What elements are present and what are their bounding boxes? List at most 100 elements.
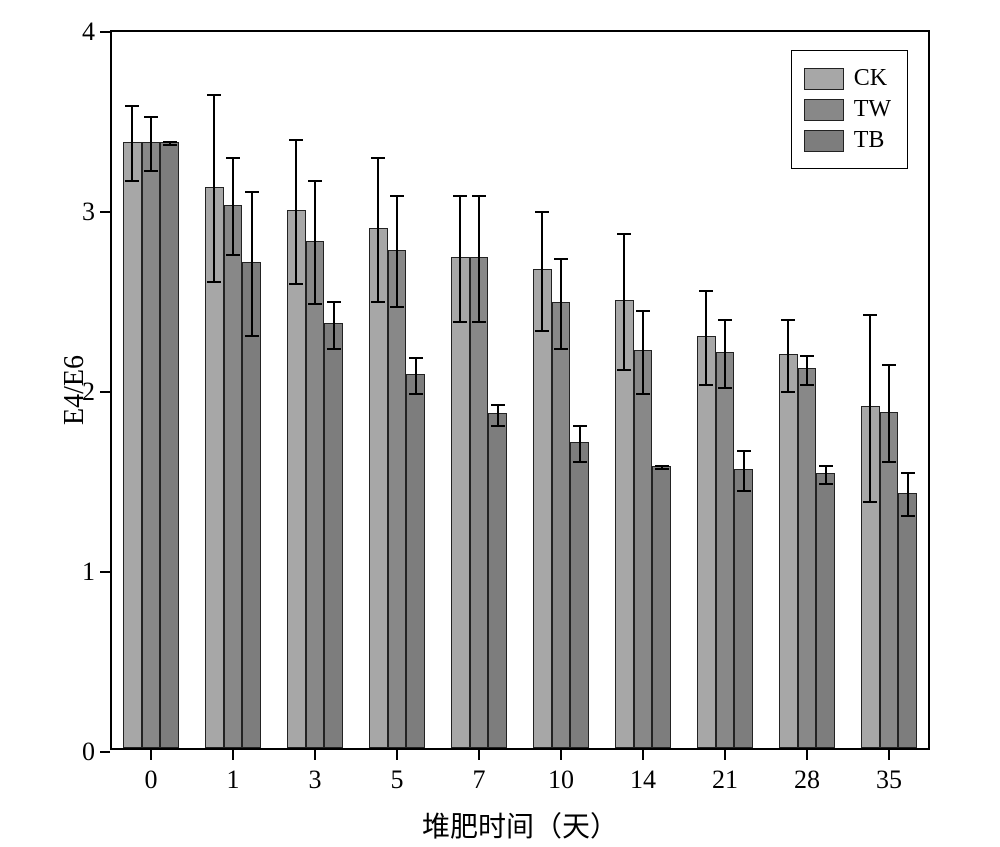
x-tick	[150, 750, 152, 760]
error-bar	[825, 466, 827, 484]
error-cap	[718, 387, 732, 389]
error-bar	[497, 405, 499, 427]
x-tick	[478, 750, 480, 760]
x-tick-label: 28	[794, 765, 820, 795]
error-cap	[125, 105, 139, 107]
bar-TW	[798, 368, 817, 748]
error-cap	[535, 330, 549, 332]
x-tick-label: 5	[391, 765, 404, 795]
bar-CK	[451, 257, 470, 748]
error-cap	[617, 233, 631, 235]
error-bar	[213, 95, 215, 282]
bar-TB	[652, 466, 671, 748]
y-tick-label: 0	[82, 737, 95, 767]
bar-TB	[570, 442, 589, 748]
error-cap	[453, 195, 467, 197]
error-cap	[453, 321, 467, 323]
error-cap	[819, 483, 833, 485]
error-cap	[390, 195, 404, 197]
x-tick	[642, 750, 644, 760]
error-cap	[863, 314, 877, 316]
x-tick-label: 21	[712, 765, 738, 795]
x-tick-label: 10	[548, 765, 574, 795]
error-cap	[491, 425, 505, 427]
error-cap	[289, 139, 303, 141]
bar-CK	[697, 336, 716, 748]
error-cap	[901, 515, 915, 517]
error-cap	[327, 301, 341, 303]
error-cap	[245, 191, 259, 193]
bar-TB	[898, 493, 917, 748]
legend-item: TW	[804, 96, 891, 123]
bar-TW	[470, 257, 489, 748]
y-tick-label: 1	[82, 557, 95, 587]
y-tick-label: 4	[82, 17, 95, 47]
error-cap	[863, 501, 877, 503]
error-cap	[699, 384, 713, 386]
bar-CK	[533, 269, 552, 748]
x-tick-label: 14	[630, 765, 656, 795]
error-cap	[144, 170, 158, 172]
error-cap	[636, 310, 650, 312]
y-tick	[100, 751, 110, 753]
bar-TW	[716, 352, 735, 748]
error-cap	[163, 141, 177, 143]
x-tick	[560, 750, 562, 760]
error-cap	[882, 461, 896, 463]
error-bar	[869, 315, 871, 502]
error-cap	[409, 357, 423, 359]
x-tick-label: 1	[227, 765, 240, 795]
error-cap	[207, 94, 221, 96]
legend-swatch	[804, 130, 844, 152]
bar-TB	[488, 413, 507, 748]
x-tick	[314, 750, 316, 760]
x-tick-label: 35	[876, 765, 902, 795]
bar-TW	[224, 205, 243, 748]
legend-swatch	[804, 68, 844, 90]
error-cap	[655, 465, 669, 467]
error-cap	[125, 180, 139, 182]
x-axis-title: 堆肥时间（天）	[422, 805, 618, 845]
legend-label: CK	[854, 65, 887, 92]
error-bar	[705, 291, 707, 385]
error-bar	[743, 451, 745, 491]
error-cap	[327, 348, 341, 350]
bar-CK	[123, 142, 142, 748]
error-bar	[724, 320, 726, 388]
error-cap	[699, 290, 713, 292]
legend-item: TB	[804, 127, 891, 154]
plot-frame: 01234013571014212835CKTWTB	[110, 30, 930, 750]
error-bar	[377, 158, 379, 302]
legend-label: TW	[854, 96, 891, 123]
error-cap	[781, 391, 795, 393]
error-cap	[737, 450, 751, 452]
error-bar	[459, 196, 461, 322]
error-cap	[819, 465, 833, 467]
bar-TB	[406, 374, 425, 748]
error-cap	[163, 144, 177, 146]
error-cap	[144, 116, 158, 118]
legend-label: TB	[854, 127, 885, 154]
error-bar	[150, 117, 152, 171]
bar-TB	[324, 323, 343, 748]
x-tick	[724, 750, 726, 760]
x-tick	[232, 750, 234, 760]
bar-TW	[388, 250, 407, 748]
bar-TB	[734, 469, 753, 748]
error-bar	[579, 426, 581, 462]
bar-TW	[306, 241, 325, 748]
error-bar	[251, 192, 253, 336]
error-bar	[314, 181, 316, 303]
bar-CK	[369, 228, 388, 748]
x-tick-label: 7	[473, 765, 486, 795]
error-cap	[289, 283, 303, 285]
bar-CK	[779, 354, 798, 748]
error-bar	[907, 473, 909, 516]
error-cap	[491, 404, 505, 406]
error-cap	[472, 195, 486, 197]
error-bar	[560, 259, 562, 349]
error-bar	[642, 311, 644, 394]
error-bar	[787, 320, 789, 392]
error-bar	[888, 365, 890, 462]
error-bar	[541, 212, 543, 331]
